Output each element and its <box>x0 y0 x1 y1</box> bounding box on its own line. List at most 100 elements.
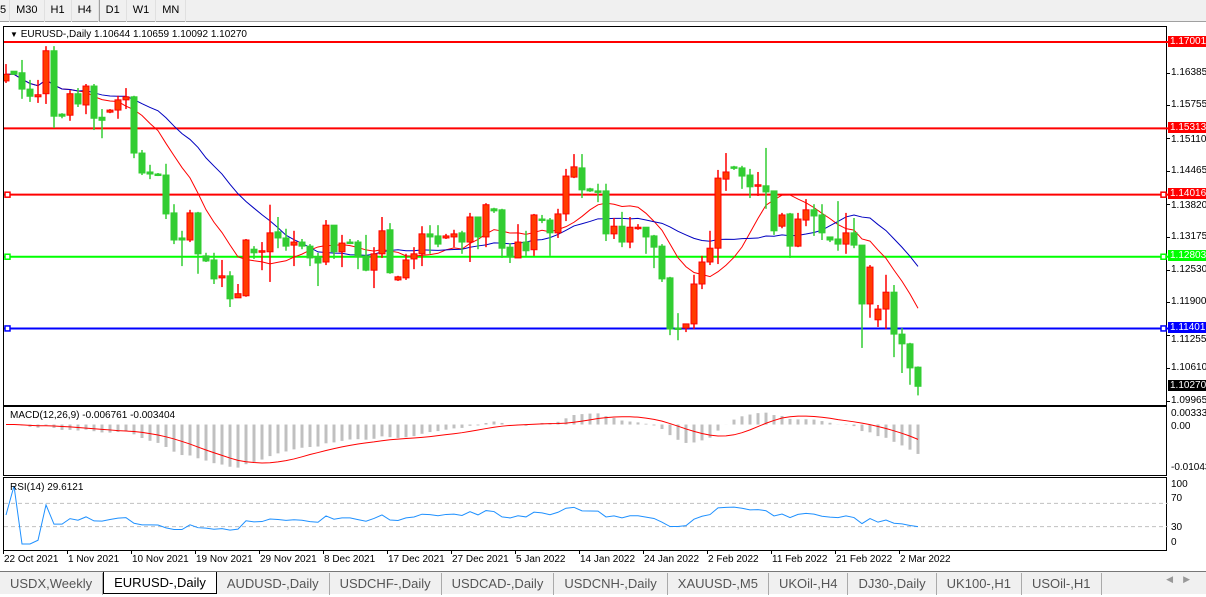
bearish-candle <box>138 152 146 174</box>
bullish-candle <box>418 233 426 255</box>
macd-header: MACD(12,26,9) -0.006761 -0.003404 <box>10 410 176 421</box>
bearish-candle <box>306 245 314 259</box>
level-price-label: 1.14016 <box>1168 188 1206 200</box>
price-tick: 1.13820 <box>1171 200 1206 212</box>
bullish-candle <box>42 50 50 95</box>
scroll-left-icon[interactable]: ◀ <box>1166 574 1184 584</box>
tick-mark <box>1167 104 1170 106</box>
date-tick-mark <box>835 550 836 554</box>
bullish-candle <box>794 218 802 247</box>
price-axis: 1.17001 1.15313 1.14016 1.12803 1.11401 1.102… <box>1167 26 1206 406</box>
bearish-candle <box>914 366 922 387</box>
tick-mark <box>1167 269 1170 271</box>
bearish-candle <box>906 343 914 369</box>
date-tick-mark <box>195 550 196 554</box>
bearish-candle <box>170 212 178 241</box>
bullish-candle <box>842 232 850 245</box>
chart-tab[interactable]: UK100-,H1 <box>937 573 1022 595</box>
macd-tick: 0.00 <box>1171 421 1191 432</box>
bearish-candle <box>434 235 442 245</box>
tf-tab-w1[interactable]: W1 <box>127 0 157 22</box>
bearish-candle <box>642 226 650 238</box>
bullish-candle <box>682 323 690 329</box>
date-label: 22 Oct 2021 <box>4 554 59 565</box>
bearish-candle <box>850 232 858 246</box>
date-tick-mark <box>515 550 516 554</box>
bearish-candle <box>818 214 826 234</box>
rsi-line <box>5 485 919 545</box>
bullish-candle <box>514 241 522 259</box>
bearish-candle <box>474 216 482 238</box>
bearish-candle <box>770 190 778 232</box>
tf-tab-d1[interactable]: D1 <box>98 0 127 22</box>
price-tick: 1.12530 <box>1171 264 1206 276</box>
chart-tab[interactable]: UKOil-,H4 <box>769 573 849 595</box>
bullish-candle <box>450 233 458 238</box>
bullish-candle <box>778 214 786 227</box>
chart-tab[interactable]: AUDUSD-,Daily <box>217 573 330 595</box>
tf-tab-m30[interactable]: M30 <box>10 0 45 22</box>
chart-tab[interactable]: USDX,Weekly <box>0 573 104 595</box>
date-label: 1 Nov 2021 <box>68 554 120 565</box>
price-tick: 1.16385 <box>1171 67 1206 78</box>
bullish-candle <box>754 184 762 187</box>
chart-tab[interactable]: USOil-,H1 <box>1022 573 1102 595</box>
macd-pane[interactable]: MACD(12,26,9) -0.006761 -0.003404 <box>3 406 1167 476</box>
chart-tab[interactable]: DJ30-,Daily <box>848 573 937 595</box>
chart-tab[interactable]: USDCAD-,Daily <box>442 573 555 595</box>
price-tick: 1.14465 <box>1171 165 1206 177</box>
tf-tab-m15[interactable]: 5 <box>0 0 11 22</box>
bullish-candle <box>378 230 386 255</box>
bearish-candle <box>298 241 306 247</box>
bullish-candle <box>482 204 490 238</box>
date-tick-mark <box>131 550 132 554</box>
tick-mark <box>1167 203 1170 205</box>
date-label: 19 Nov 2021 <box>196 554 253 565</box>
date-label: 8 Dec 2021 <box>324 554 376 565</box>
bullish-candle <box>34 94 42 98</box>
price-chart-pane[interactable]: ▼ EURUSD-,Daily 1.10644 1.10659 1.10092 … <box>3 26 1168 406</box>
bullish-candle <box>66 93 74 116</box>
bearish-candle <box>10 70 18 75</box>
date-label: 14 Jan 2022 <box>580 554 636 565</box>
collapse-triangle-icon[interactable]: ▼ <box>10 30 18 39</box>
chart-tab[interactable]: EURUSD-,Daily <box>103 572 217 594</box>
bearish-candle <box>834 238 842 245</box>
price-tick: 1.15755 <box>1171 99 1206 111</box>
date-label: 2 Mar 2022 <box>900 554 951 565</box>
bearish-candle <box>858 244 866 305</box>
tf-tab-h1[interactable]: H1 <box>45 0 72 22</box>
bearish-candle <box>602 190 610 235</box>
bearish-candle <box>546 219 554 234</box>
price-tick: 1.11255 <box>1171 333 1206 345</box>
bearish-candle <box>578 167 586 191</box>
price-tick: 1.15110 <box>1171 133 1206 145</box>
bearish-candle <box>658 245 666 280</box>
chart-tab[interactable]: USDCNH-,Daily <box>554 573 668 595</box>
chart-tab[interactable]: USDCHF-,Daily <box>330 573 442 595</box>
bearish-candle <box>898 333 906 345</box>
rsi-pane[interactable]: RSI(14) 29.6121 <box>3 477 1168 551</box>
tf-tab-mn[interactable]: MN <box>156 0 187 22</box>
tick-mark <box>1167 170 1170 172</box>
bearish-candle <box>226 275 234 300</box>
tick-mark <box>1167 72 1170 74</box>
bearish-candle <box>666 277 674 330</box>
bearish-candle <box>458 232 466 243</box>
bearish-candle <box>130 96 138 154</box>
tick-mark <box>1167 236 1170 238</box>
bearish-candle <box>674 327 682 330</box>
current-price-label: 1.10270 <box>1168 379 1206 391</box>
bearish-candle <box>490 208 498 212</box>
bullish-candle <box>290 241 298 246</box>
tf-tab-h4[interactable]: H4 <box>72 0 99 22</box>
date-tick-mark <box>451 550 452 554</box>
scroll-right-icon[interactable]: ▶ <box>1183 574 1200 584</box>
line-anchor-icon <box>4 325 11 332</box>
fast-moving-average-line <box>6 73 919 309</box>
chart-tab[interactable]: XAUUSD-,M5 <box>668 573 769 595</box>
tick-mark <box>1167 137 1170 139</box>
date-label: 27 Dec 2021 <box>452 554 509 565</box>
macd-canvas <box>6 412 920 468</box>
bullish-candle <box>4 73 10 82</box>
